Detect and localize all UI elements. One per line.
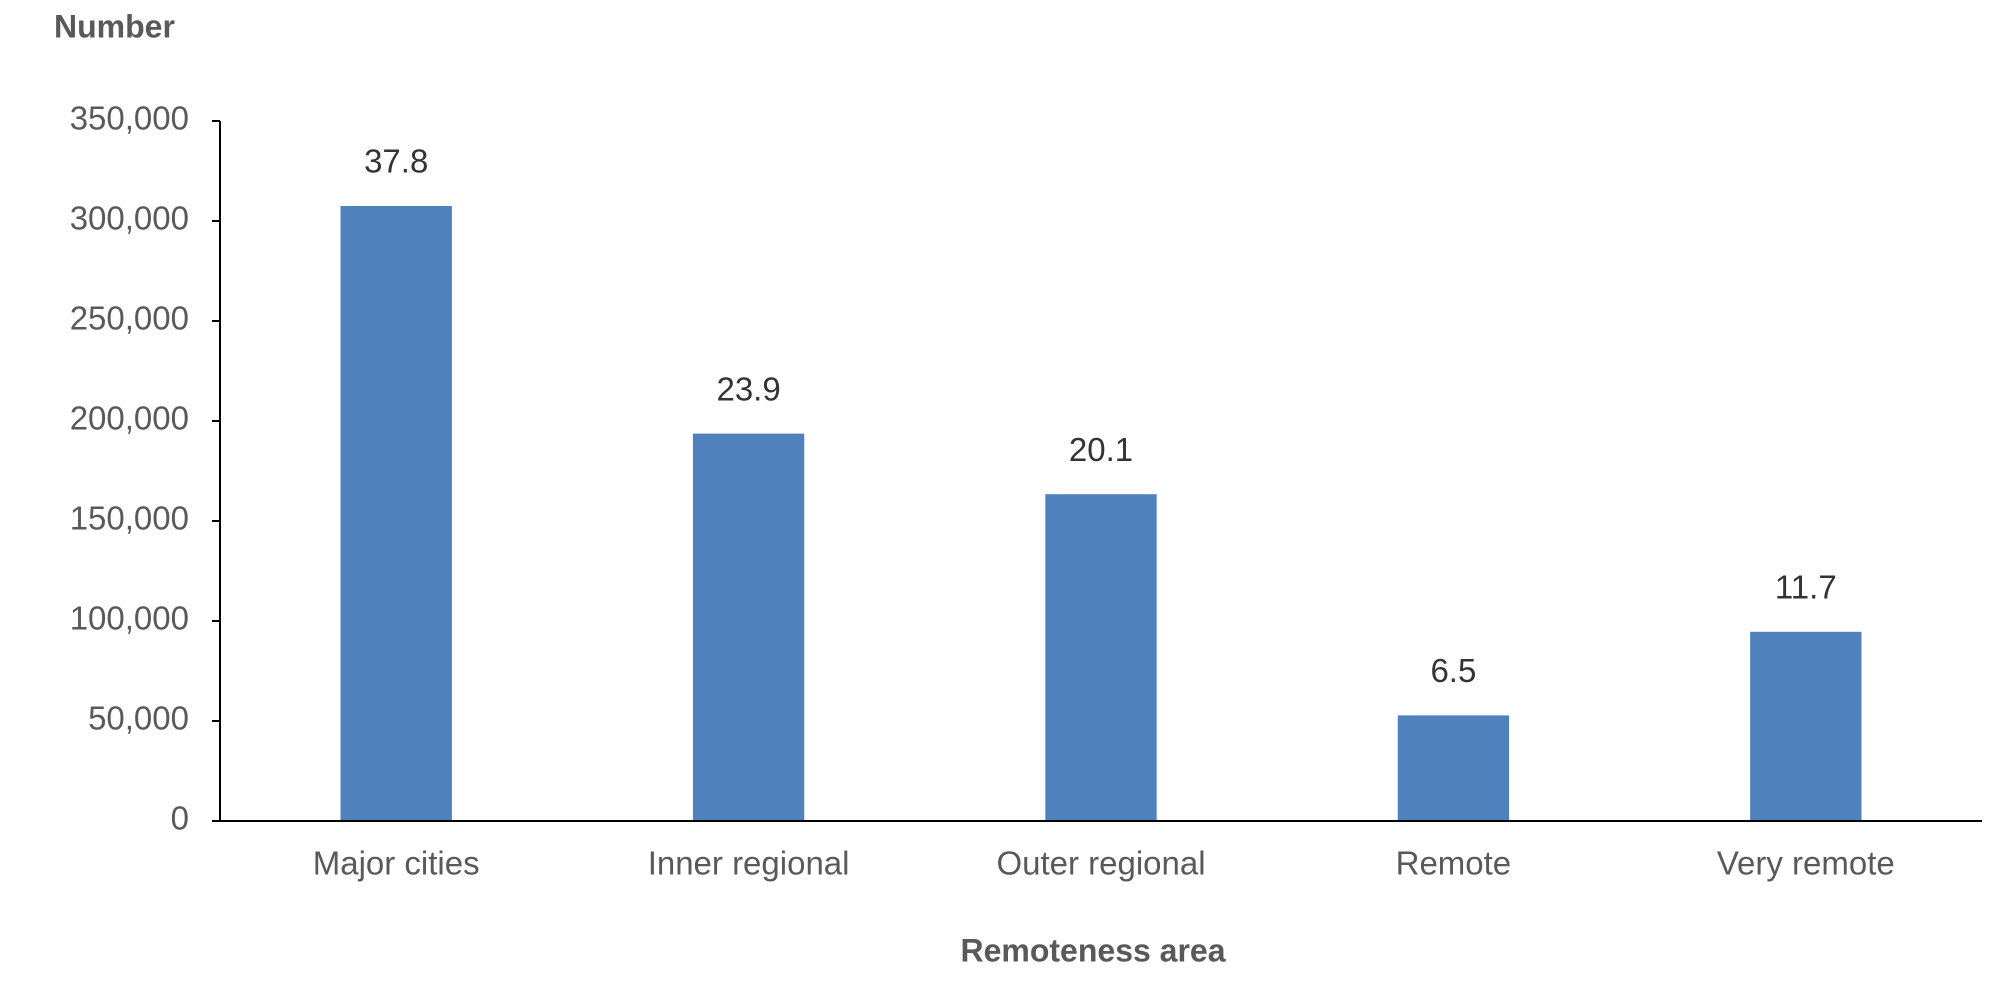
data-label: 23.9 — [716, 370, 780, 407]
y-tick-label: 150,000 — [70, 500, 189, 537]
y-tick-label: 200,000 — [70, 400, 189, 437]
x-tick-label: Very remote — [1717, 845, 1895, 882]
bar — [1750, 631, 1862, 821]
y-tick-label: 0 — [171, 800, 189, 837]
y-tick-label: 50,000 — [88, 700, 189, 737]
x-tick-label: Remote — [1396, 845, 1512, 882]
x-tick-label: Major cities — [313, 845, 480, 882]
data-label: 11.7 — [1775, 569, 1837, 606]
y-axis-title: Number — [54, 8, 175, 44]
data-label: 20.1 — [1069, 431, 1133, 468]
y-tick-label: 350,000 — [70, 100, 189, 137]
bar — [340, 206, 452, 821]
x-axis-title: Remoteness area — [960, 932, 1225, 968]
bar — [1397, 715, 1510, 821]
bar — [1045, 494, 1157, 821]
x-tick-label: Inner regional — [648, 845, 850, 882]
y-tick-label: 300,000 — [70, 200, 189, 237]
data-label: 37.8 — [364, 143, 428, 180]
data-label: 6.5 — [1430, 652, 1476, 689]
bar — [692, 433, 805, 821]
x-tick-label: Outer regional — [996, 845, 1205, 882]
y-tick-label: 100,000 — [70, 600, 189, 637]
y-tick-label: 250,000 — [70, 300, 189, 337]
